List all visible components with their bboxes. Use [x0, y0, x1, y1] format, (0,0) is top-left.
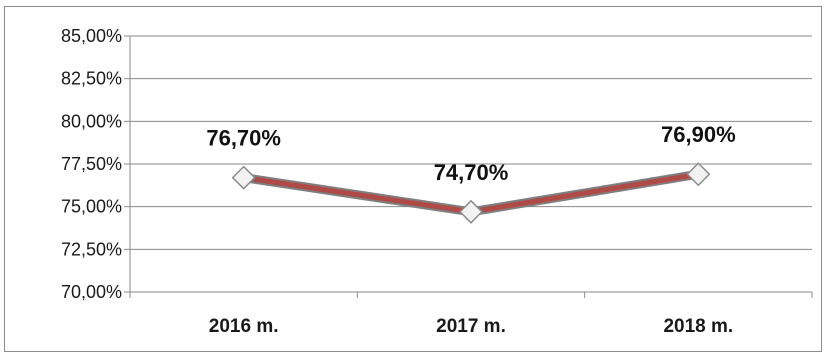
data-point-marker	[458, 199, 484, 224]
data-point-marker	[686, 162, 711, 187]
y-tick-label: 70,00%	[61, 282, 122, 302]
data-label: 74,70%	[434, 160, 509, 185]
y-tick-label: 75,00%	[61, 197, 122, 217]
y-tick-label: 82,50%	[61, 69, 122, 89]
x-tick-label: 2018 m.	[663, 316, 733, 337]
y-tick-label: 85,00%	[61, 26, 122, 46]
x-tick-label: 2017 m.	[436, 316, 506, 337]
y-tick-label: 80,00%	[61, 111, 122, 131]
data-label: 76,70%	[206, 126, 281, 151]
y-tick-label: 77,50%	[61, 154, 122, 174]
y-tick-label: 72,50%	[61, 239, 122, 259]
x-tick-label: 2016 m.	[209, 316, 279, 337]
data-label: 76,90%	[661, 122, 736, 147]
data-point-marker	[231, 165, 256, 190]
